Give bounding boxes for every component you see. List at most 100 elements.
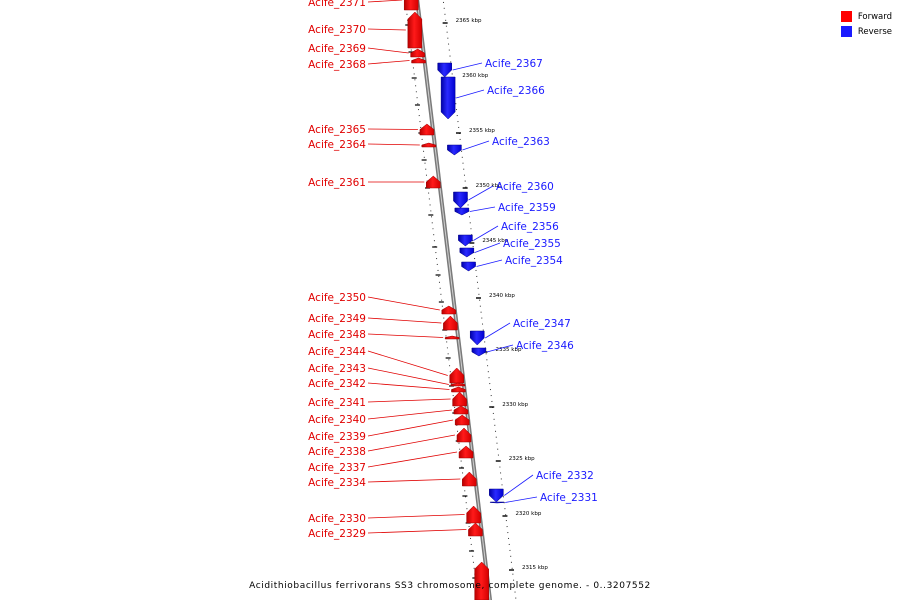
- reverse-gene-label: Acife_2354: [505, 255, 563, 267]
- forward-gene-label: Acife_2337: [308, 462, 366, 474]
- reverse-gene: [489, 488, 504, 503]
- forward-gene: [419, 123, 435, 136]
- forward-gene: [441, 305, 457, 315]
- reverse-leader: [504, 474, 534, 496]
- forward-gene-label: Acife_2334: [308, 477, 366, 489]
- reverse-leader: [485, 322, 511, 339]
- reverse-leader: [469, 206, 496, 212]
- forward-leader: [367, 529, 467, 534]
- tick-label: 2365 kbp: [456, 18, 482, 24]
- reverse-leader: [505, 496, 538, 503]
- reverse-gene: [471, 347, 487, 357]
- forward-leader: [367, 478, 461, 483]
- forward-gene: [450, 382, 466, 387]
- forward-gene: [468, 522, 483, 537]
- forward-gene: [456, 427, 472, 443]
- forward-gene: [403, 0, 419, 11]
- forward-gene-label: Acife_2342: [308, 378, 366, 390]
- reverse-gene-label: Acife_2355: [503, 238, 561, 250]
- tick-label: 2325 kbp: [509, 456, 535, 462]
- forward-gene-label: Acife_2349: [308, 313, 366, 325]
- forward-gene: [421, 142, 437, 148]
- forward-gene-label: Acife_2340: [308, 414, 366, 426]
- tick-label: 2340 kbp: [489, 293, 515, 299]
- legend: Forward Reverse: [840, 9, 892, 39]
- forward-gene: [462, 471, 477, 487]
- forward-gene-label: Acife_2350: [308, 292, 366, 304]
- forward-gene-label: Acife_2365: [308, 124, 366, 136]
- reverse-gene-label: Acife_2360: [496, 181, 554, 193]
- forward-gene: [443, 315, 458, 331]
- forward-leader: [367, 296, 440, 311]
- reverse-gene-label: Acife_2363: [492, 136, 550, 148]
- forward-leader: [367, 317, 442, 324]
- tick-label: 2335 kbp: [496, 347, 522, 353]
- reverse-gene-label: Acife_2356: [501, 221, 559, 233]
- reverse-gene-label: Acife_2366: [487, 85, 545, 97]
- forward-gene: [458, 445, 474, 459]
- reverse-gene: [453, 191, 468, 209]
- forward-gene: [453, 405, 469, 415]
- genes: [403, 0, 505, 600]
- forward-leader: [367, 0, 403, 3]
- forward-gene: [444, 335, 460, 340]
- forward-leader: [367, 434, 456, 452]
- forward-gene-label: Acife_2341: [308, 397, 366, 409]
- forward-guide: [404, 0, 479, 600]
- forward-leader: [367, 398, 451, 403]
- reverse-gene-label: Acife_2367: [485, 58, 543, 70]
- forward-gene: [474, 561, 489, 600]
- forward-gene: [426, 175, 441, 189]
- reverse-leader: [452, 62, 483, 71]
- forward-gene-label: Acife_2369: [308, 43, 366, 55]
- tick-label: 2350 kbp: [476, 183, 502, 189]
- forward-leader: [367, 143, 420, 146]
- reverse-swatch: [840, 26, 852, 37]
- reverse-gene: [461, 261, 476, 272]
- forward-gene: [452, 391, 467, 407]
- reverse-gene: [437, 62, 452, 78]
- legend-forward: Forward: [840, 9, 892, 24]
- forward-gene: [454, 414, 470, 426]
- tick-label: 2320 kbp: [515, 511, 541, 517]
- forward-swatch: [840, 11, 852, 22]
- legend-reverse: Reverse: [840, 24, 892, 39]
- forward-gene: [451, 386, 466, 393]
- map-caption: Acidithiobacillus ferrivorans SS3 chromo…: [249, 581, 651, 591]
- reverse-gene-label: Acife_2347: [513, 318, 571, 330]
- forward-gene-label: Acife_2344: [308, 346, 366, 358]
- forward-leader: [367, 128, 418, 130]
- forward-gene-label: Acife_2343: [308, 363, 366, 375]
- forward-gene-label: Acife_2329: [308, 528, 366, 540]
- forward-gene: [407, 11, 423, 49]
- forward-gene-label: Acife_2330: [308, 513, 366, 525]
- reverse-leader: [473, 225, 499, 241]
- reverse-gene-label: Acife_2359: [498, 202, 556, 214]
- reverse-leader: [468, 185, 494, 201]
- tick-label: 2355 kbp: [469, 128, 495, 134]
- forward-gene-label: Acife_2368: [308, 59, 366, 71]
- reverse-gene: [440, 76, 456, 120]
- tick-label: 2315 kbp: [522, 565, 548, 571]
- axis-highlight: [416, 0, 491, 600]
- reverse-gene-label: Acife_2332: [536, 470, 594, 482]
- forward-gene-label: Acife_2370: [308, 24, 366, 36]
- forward-leader: [367, 47, 409, 54]
- forward-gene: [411, 57, 426, 64]
- forward-leader: [367, 367, 449, 385]
- genome-axis: [415, 0, 493, 600]
- reverse-leader: [486, 344, 514, 353]
- legend-reverse-label: Reverse: [857, 26, 892, 37]
- forward-gene: [466, 505, 481, 524]
- forward-gene-label: Acife_2338: [308, 446, 366, 458]
- forward-gene-label: Acife_2339: [308, 431, 366, 443]
- tick-label: 2330 kbp: [502, 402, 528, 408]
- reverse-leader: [462, 140, 490, 151]
- reverse-gene: [454, 207, 470, 216]
- forward-leader: [367, 409, 452, 420]
- legend-forward-label: Forward: [857, 11, 892, 22]
- forward-leader: [367, 419, 454, 437]
- forward-leader: [367, 60, 410, 65]
- tick-label: 2345 kbp: [482, 238, 508, 244]
